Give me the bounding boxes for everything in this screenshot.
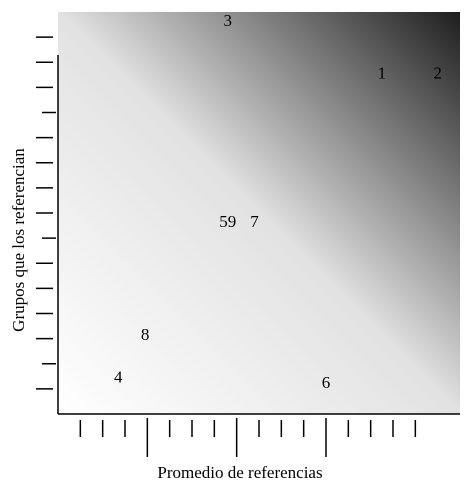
point-label: 6 xyxy=(322,373,331,392)
point-label: 2 xyxy=(433,64,442,83)
point-label: 59 xyxy=(219,212,236,231)
point-label: 1 xyxy=(378,64,387,83)
x-axis-label: Promedio de referencias xyxy=(157,463,322,482)
point-label: 8 xyxy=(141,325,150,344)
plot-background xyxy=(58,12,460,414)
point-label: 3 xyxy=(223,11,232,30)
y-axis-label: Grupos que los referencian xyxy=(9,148,28,332)
point-labels: 1 2 3 4 59 7 6 8 xyxy=(114,11,442,392)
y-axis-ticks xyxy=(36,36,56,390)
x-axis-ticks xyxy=(79,418,417,457)
point-label: 7 xyxy=(250,212,259,231)
point-label: 4 xyxy=(114,368,123,387)
